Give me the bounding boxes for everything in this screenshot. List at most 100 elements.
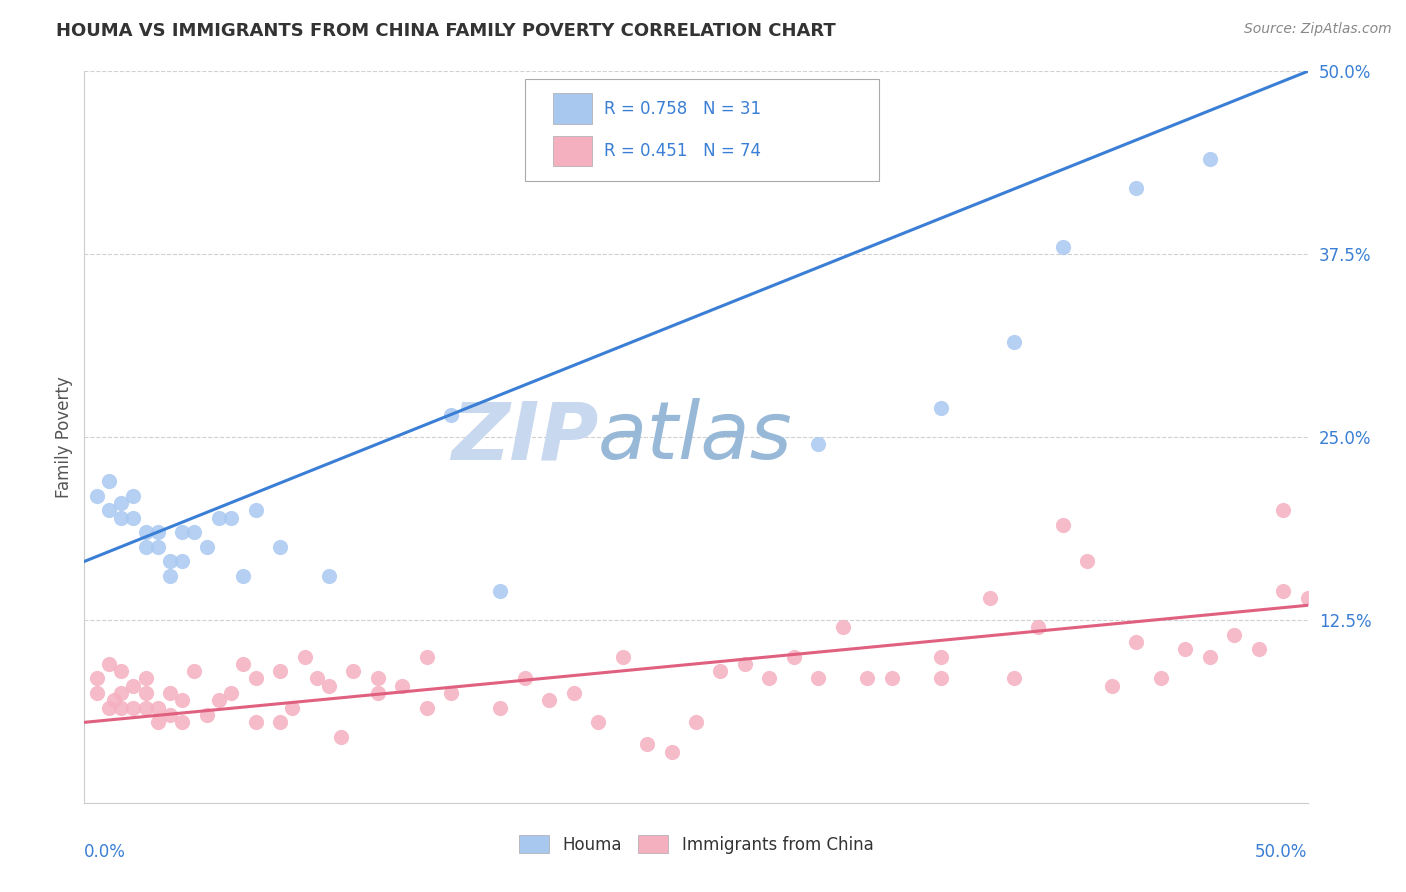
Point	[1198, 649, 1220, 664]
Point	[1296, 591, 1319, 605]
Point	[1247, 642, 1270, 657]
Point	[122, 510, 145, 524]
Point	[245, 503, 267, 517]
Point	[135, 686, 157, 700]
FancyBboxPatch shape	[524, 78, 880, 181]
Point	[245, 672, 267, 686]
Y-axis label: Family Poverty: Family Poverty	[55, 376, 73, 498]
Point	[305, 672, 328, 686]
Point	[269, 715, 291, 730]
Point	[709, 664, 731, 678]
Point	[183, 525, 205, 540]
Point	[172, 715, 194, 730]
Point	[1272, 503, 1295, 517]
Point	[172, 554, 194, 568]
Point	[86, 686, 108, 700]
Point	[489, 700, 512, 714]
Point	[103, 693, 125, 707]
Legend: Houma, Immigrants from China: Houma, Immigrants from China	[512, 829, 880, 860]
Point	[219, 686, 242, 700]
Point	[135, 540, 157, 554]
Text: ZIP: ZIP	[451, 398, 598, 476]
Point	[122, 679, 145, 693]
Point	[367, 672, 389, 686]
Point	[146, 715, 169, 730]
Point	[97, 474, 120, 488]
Point	[97, 503, 120, 517]
Point	[440, 408, 463, 422]
Point	[391, 679, 413, 693]
Point	[232, 569, 254, 583]
Point	[146, 525, 169, 540]
Point	[636, 737, 658, 751]
Point	[1198, 152, 1220, 166]
Point	[195, 708, 218, 723]
Point	[1272, 583, 1295, 598]
Point	[807, 437, 830, 451]
Point	[245, 715, 267, 730]
Text: HOUMA VS IMMIGRANTS FROM CHINA FAMILY POVERTY CORRELATION CHART: HOUMA VS IMMIGRANTS FROM CHINA FAMILY PO…	[56, 22, 837, 40]
Point	[929, 672, 952, 686]
Point	[367, 686, 389, 700]
Point	[758, 672, 780, 686]
Point	[929, 649, 952, 664]
Point	[146, 540, 169, 554]
Point	[208, 693, 231, 707]
Text: R = 0.758   N = 31: R = 0.758 N = 31	[605, 100, 762, 118]
Point	[135, 700, 157, 714]
Point	[807, 672, 830, 686]
Point	[195, 540, 218, 554]
Point	[856, 672, 879, 686]
Point	[122, 700, 145, 714]
Point	[318, 569, 340, 583]
Point	[183, 664, 205, 678]
Point	[612, 649, 634, 664]
Point	[1052, 517, 1074, 532]
Point	[1125, 635, 1147, 649]
FancyBboxPatch shape	[553, 136, 592, 167]
Point	[159, 569, 181, 583]
Point	[135, 672, 157, 686]
Point	[880, 672, 903, 686]
Point	[783, 649, 806, 664]
Point	[661, 745, 683, 759]
Point	[86, 672, 108, 686]
Point	[440, 686, 463, 700]
Point	[172, 525, 194, 540]
FancyBboxPatch shape	[553, 94, 592, 124]
Point	[513, 672, 536, 686]
Point	[110, 510, 132, 524]
Point	[269, 540, 291, 554]
Text: atlas: atlas	[598, 398, 793, 476]
Point	[929, 401, 952, 415]
Point	[330, 730, 353, 744]
Point	[318, 679, 340, 693]
Point	[159, 554, 181, 568]
Point	[208, 510, 231, 524]
Point	[159, 686, 181, 700]
Point	[685, 715, 707, 730]
Text: R = 0.451   N = 74: R = 0.451 N = 74	[605, 142, 761, 160]
Point	[110, 700, 132, 714]
Point	[159, 708, 181, 723]
Point	[1125, 181, 1147, 195]
Point	[1002, 334, 1025, 349]
Text: Source: ZipAtlas.com: Source: ZipAtlas.com	[1244, 22, 1392, 37]
Point	[110, 496, 132, 510]
Point	[342, 664, 364, 678]
Point	[586, 715, 609, 730]
Point	[1002, 672, 1025, 686]
Point	[281, 700, 304, 714]
Point	[110, 664, 132, 678]
Point	[538, 693, 561, 707]
Point	[979, 591, 1001, 605]
Point	[1101, 679, 1123, 693]
Text: 0.0%: 0.0%	[84, 843, 127, 861]
Point	[1076, 554, 1098, 568]
Point	[219, 510, 242, 524]
Point	[1028, 620, 1050, 634]
Point	[97, 657, 120, 671]
Point	[416, 649, 439, 664]
Point	[122, 489, 145, 503]
Point	[110, 686, 132, 700]
